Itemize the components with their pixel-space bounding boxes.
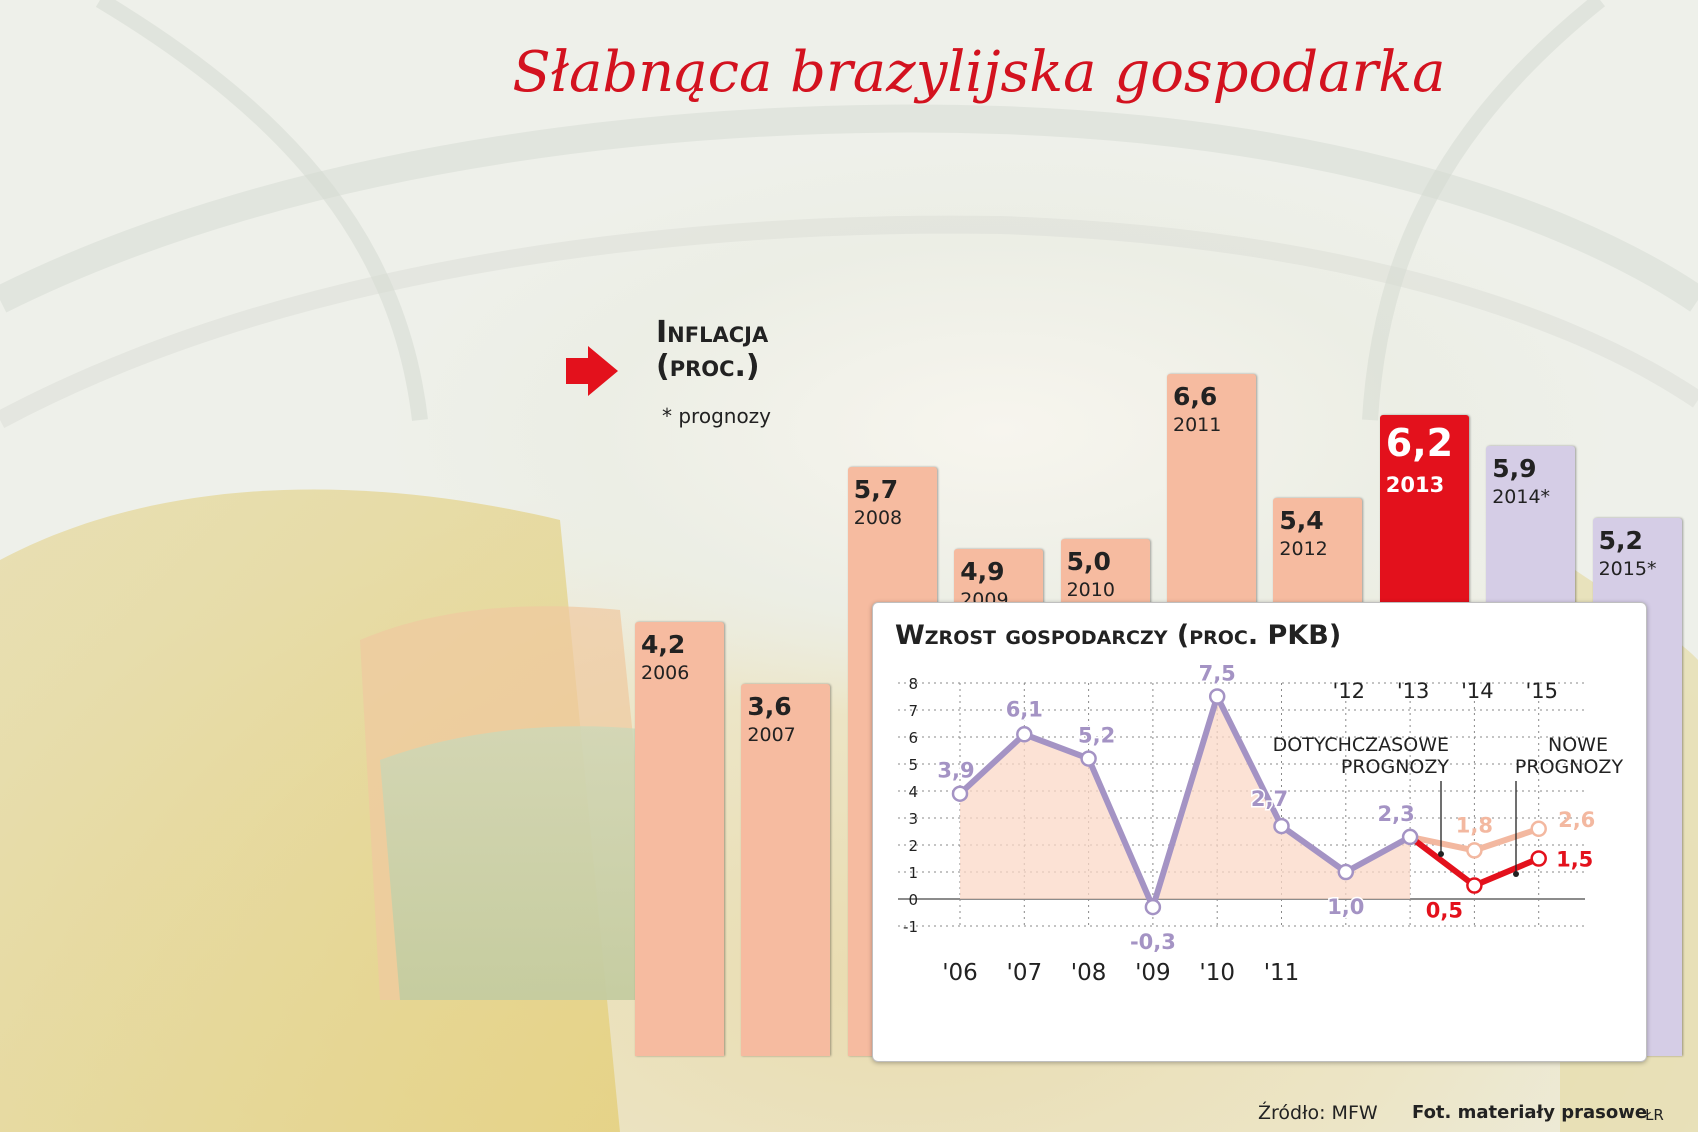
inflation-value-label: 6,2 — [1385, 420, 1454, 465]
old-forecast-leader-dot — [1438, 851, 1444, 857]
growth-marker — [951, 785, 969, 802]
footer-source: Źródło: MFW — [1258, 1102, 1378, 1124]
growth-marker — [1080, 750, 1097, 767]
y-tick-label: 4 — [908, 783, 918, 801]
growth-value-label: 6,1 — [1006, 697, 1043, 721]
legend-title: Inflacja (proc.) — [656, 316, 856, 384]
y-tick-label: 6 — [908, 729, 918, 747]
growth-marker — [1337, 863, 1355, 881]
x-tick-label: '14 — [1461, 679, 1494, 703]
x-tick-label: '06 — [942, 960, 978, 986]
inflation-value-label: 4,2 — [641, 629, 686, 659]
new-forecast-marker — [1530, 850, 1547, 867]
growth-value-label: 1,0 — [1327, 895, 1364, 919]
inflation-bar — [741, 683, 831, 1056]
inflation-value-label: 5,4 — [1279, 505, 1324, 535]
growth-value-label: 7,5 — [1199, 662, 1236, 686]
page-title: Słabnąca brazylijska gospodarka — [512, 40, 1446, 105]
legend-note: * prognozy — [662, 404, 772, 428]
y-tick-label: 1 — [908, 864, 918, 882]
new-forecast-leader-dot — [1513, 871, 1519, 877]
y-tick-label: 5 — [908, 756, 918, 774]
inflation-value-label: 4,9 — [960, 557, 1005, 587]
inflation-value-label: 5,0 — [1066, 547, 1111, 576]
x-tick-label: '11 — [1264, 960, 1300, 986]
y-tick-label: 2 — [908, 837, 918, 855]
growth-value-label: 3,9 — [937, 759, 974, 783]
new-forecast-annotation: NOWE — [1548, 734, 1608, 756]
inflation-value-label: 5,7 — [853, 474, 899, 504]
legend-title-line2: (proc.) — [656, 349, 760, 384]
growth-marker — [1401, 828, 1419, 846]
inflation-value-label: 3,6 — [747, 691, 792, 721]
y-tick-label: 0 — [908, 891, 918, 909]
old-forecast-value-label: 2,6 — [1558, 808, 1595, 832]
old-forecast-value-label: 1,8 — [1456, 813, 1493, 837]
growth-marker — [1208, 688, 1226, 705]
x-tick-label: '09 — [1135, 960, 1171, 986]
x-tick-label: '08 — [1071, 960, 1107, 986]
new-forecast-annotation: PROGNOZY — [1515, 756, 1624, 778]
red-arrow-icon — [566, 346, 618, 396]
y-tick-label: 7 — [908, 702, 918, 720]
inflation-bar — [635, 621, 724, 1056]
inflation-year-label: 2014* — [1492, 485, 1551, 508]
inflation-value-label: 5,2 — [1598, 526, 1643, 556]
growth-marker — [1016, 726, 1033, 743]
growth-value-label: -0,3 — [1130, 930, 1176, 954]
footer-author: ŁR — [1645, 1106, 1664, 1124]
growth-value-label: 2,7 — [1251, 787, 1288, 811]
growth-marker — [1144, 898, 1162, 916]
x-tick-label: '07 — [1007, 960, 1043, 986]
growth-chart-title: Wzrost gospodarczy (proc. PKB) — [895, 620, 1342, 651]
old-forecast-marker — [1530, 820, 1547, 838]
x-tick-label: '13 — [1397, 679, 1430, 703]
inflation-year-label: 2012 — [1279, 537, 1328, 560]
inflation-year-label: 2008 — [853, 506, 903, 529]
x-tick-label: '12 — [1333, 679, 1366, 703]
x-tick-label: '15 — [1525, 679, 1558, 703]
old-forecast-annotation: PROGNOZY — [1341, 756, 1450, 778]
inflation-value-label: 6,6 — [1173, 381, 1218, 411]
inflation-year-label: 2013 — [1385, 472, 1445, 497]
growth-value-label: 2,3 — [1377, 802, 1414, 826]
legend-title-line1: Inflacja — [656, 315, 769, 350]
new-forecast-value-label: 0,5 — [1426, 899, 1463, 923]
inflation-year-label: 2010 — [1066, 579, 1115, 601]
inflation-year-label: 2007 — [747, 723, 796, 746]
y-tick-label: 8 — [908, 675, 918, 693]
growth-line — [957, 693, 1412, 911]
old-forecast-marker — [1466, 842, 1483, 859]
inflation-year-label: 2006 — [641, 661, 690, 684]
x-tick-label: '10 — [1199, 960, 1235, 986]
growth-value-label: 5,2 — [1078, 724, 1115, 748]
y-tick-label: -1 — [903, 918, 918, 936]
inflation-year-label: 2011 — [1173, 413, 1222, 436]
inflation-year-label: 2015* — [1598, 558, 1657, 581]
new-forecast-marker — [1466, 877, 1483, 894]
old-forecast-annotation: DOTYCHCZASOWE — [1273, 734, 1449, 756]
footer-photo: Fot. materiały prasowe — [1412, 1102, 1648, 1123]
inflation-value-label: 5,9 — [1492, 453, 1537, 483]
growth-marker — [1273, 817, 1290, 835]
y-tick-label: 3 — [908, 810, 918, 828]
new-forecast-value-label: 1,5 — [1556, 848, 1593, 872]
